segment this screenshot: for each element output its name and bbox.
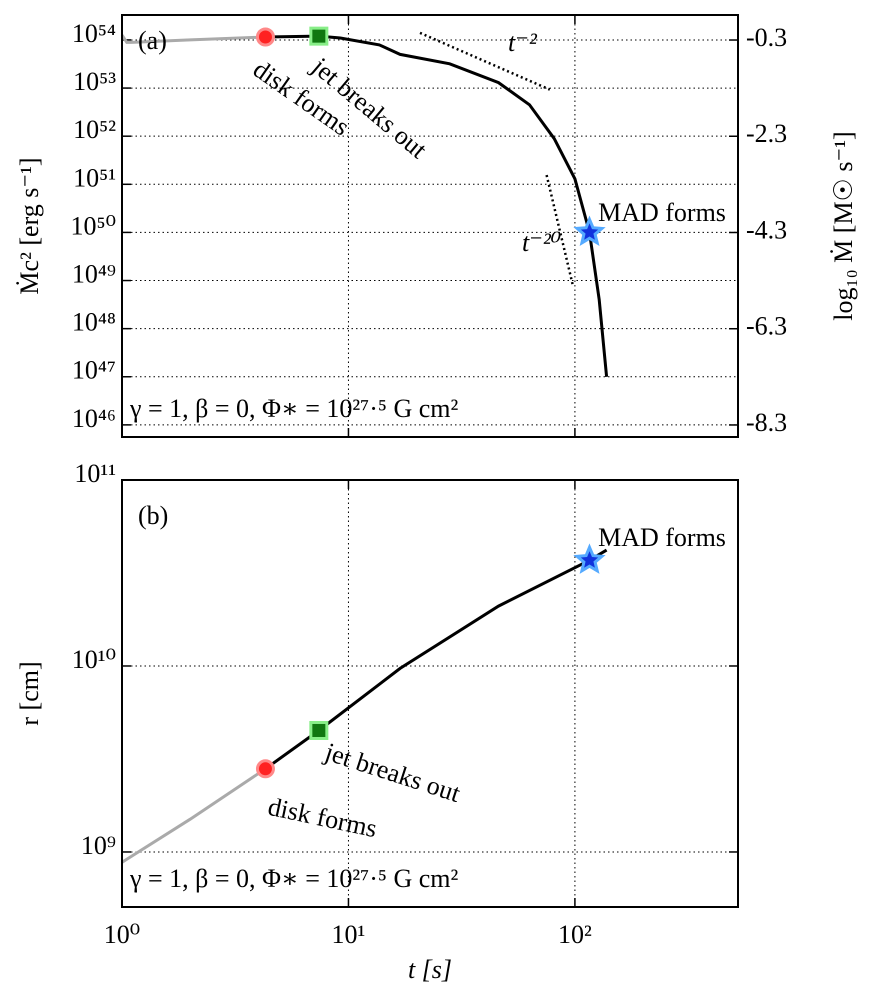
- y-axis-label: Ṁc² [erg s⁻¹]: [15, 157, 44, 294]
- marker-label: jet breaks out: [321, 737, 465, 808]
- x-axis-label: t [s]: [408, 955, 452, 984]
- y2-tick-label: -8.3: [746, 408, 787, 437]
- y-tick-label: 10¹¹: [74, 459, 116, 488]
- slope-label: t⁻²⁰: [522, 228, 562, 257]
- panel: 10⁴⁶ 10⁴⁷ 10⁴⁸ 10⁴⁹ 10⁵⁰ 10⁵¹ 10⁵² 10⁵³ 10⁵⁴ -8.3…: [15, 14, 858, 438]
- slope-guide: [419, 31, 551, 91]
- parameters: γ = 1, β = 0, Φ∗ = 10²⁷·⁵ G cm²: [129, 394, 459, 423]
- y2-tick-label: -2.3: [746, 119, 787, 148]
- y-tick-label: 10¹⁰: [72, 645, 116, 674]
- marker-disk: [255, 759, 275, 779]
- panel-label: (a): [138, 26, 167, 55]
- curve: [120, 34, 266, 44]
- y-tick-label: 10⁴⁷: [72, 356, 116, 385]
- y2-tick-label: -0.3: [746, 23, 787, 52]
- y-tick-label: 10⁹: [81, 831, 116, 860]
- curve: [121, 767, 267, 864]
- marker-mad: [573, 543, 606, 574]
- y2-tick-label: -6.3: [746, 312, 787, 341]
- slope-guide: [545, 174, 575, 288]
- y-axis-label: r [cm]: [15, 661, 44, 725]
- y-tick-label: 10⁵³: [73, 67, 116, 96]
- plot-frame: [121, 479, 739, 908]
- slope-label: t⁻²: [508, 28, 538, 57]
- plot-frame: [121, 14, 739, 438]
- panel-label: (b): [138, 501, 168, 530]
- marker-mad: [573, 215, 606, 247]
- y-tick-label: 10⁵¹: [73, 163, 116, 192]
- x-tick-label: 10⁰: [104, 920, 140, 949]
- x-tick-label: 10²: [558, 920, 592, 949]
- y2-tick-label: -4.3: [746, 215, 787, 244]
- y-tick-label: 10⁴⁸: [72, 308, 116, 337]
- marker-disk: [255, 27, 275, 47]
- marker-label: MAD forms: [598, 198, 726, 227]
- marker-jet: [309, 26, 329, 46]
- curve: [265, 34, 609, 377]
- y2-axis-label: log₁₀ Ṁ [M☉ s⁻¹]: [829, 131, 858, 320]
- y-tick-label: 10⁴⁶: [72, 404, 116, 433]
- x-tick-label: 10¹: [332, 920, 366, 949]
- parameters: γ = 1, β = 0, Φ∗ = 10²⁷·⁵ G cm²: [129, 864, 459, 893]
- marker-label: MAD forms: [598, 523, 726, 552]
- y-tick-label: 10⁴⁹: [72, 260, 116, 289]
- marker-label: disk forms: [265, 792, 379, 843]
- y-tick-label: 10⁵²: [73, 115, 116, 144]
- y-tick-label: 10⁵⁴: [72, 19, 116, 48]
- marker-jet: [309, 720, 329, 740]
- y-tick-label: 10⁵⁰: [71, 211, 117, 240]
